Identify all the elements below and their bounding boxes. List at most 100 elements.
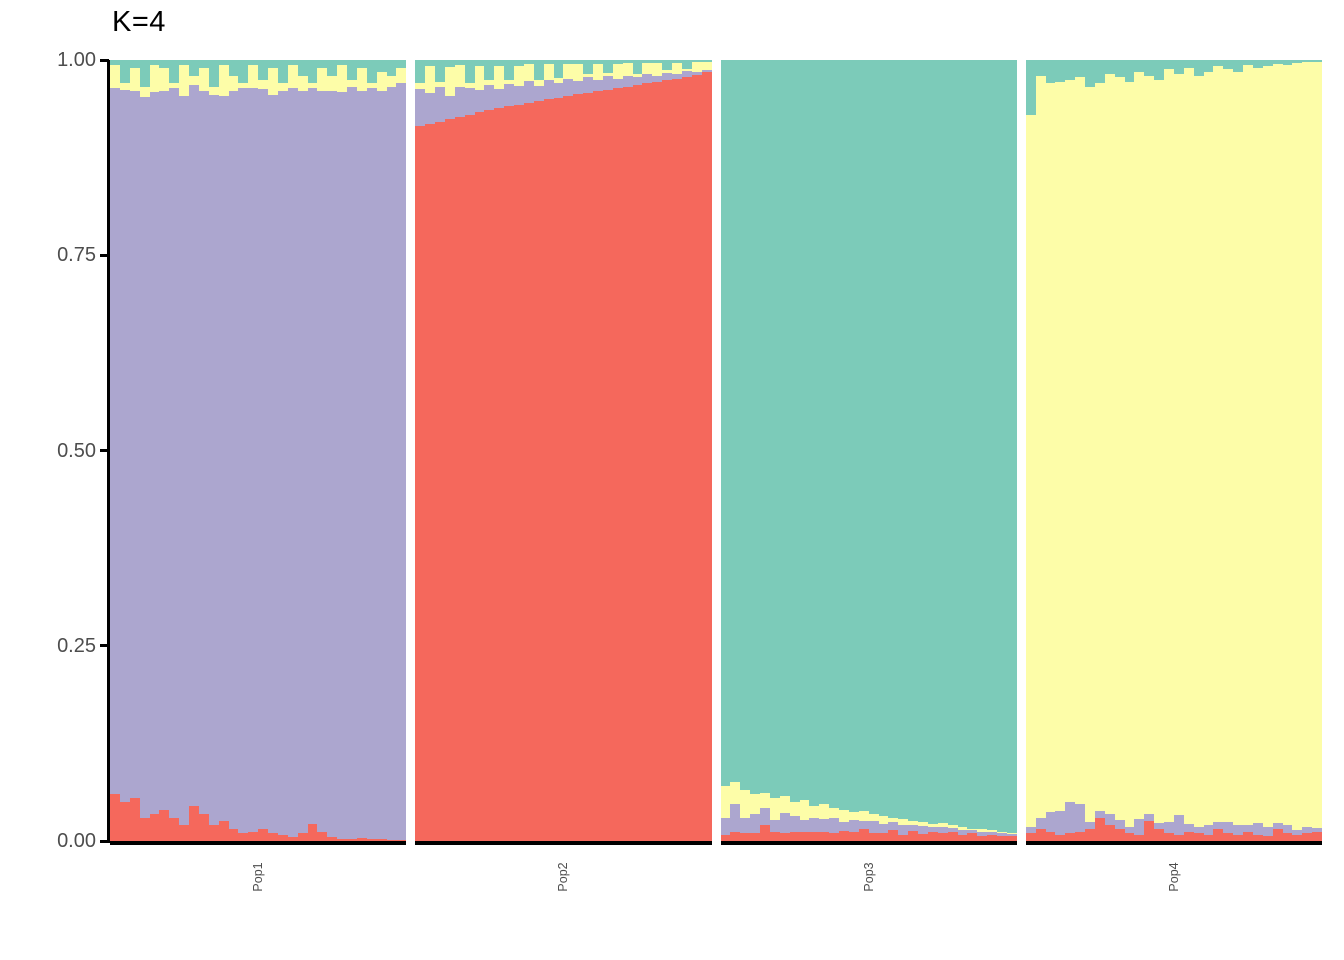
x-axis-line [720,841,1017,845]
segment-purple [494,88,505,108]
segment-teal [356,60,367,68]
y-tick-mark [100,449,109,452]
segment-yellow [937,823,948,827]
individual-bar [523,60,534,841]
segment-purple [642,74,653,84]
individual-bar [967,60,978,841]
segment-teal [839,60,849,810]
segment-teal [1292,60,1303,64]
individual-bar [652,60,663,841]
segment-purple [169,88,180,818]
segment-yellow [317,67,328,92]
segment-purple [848,819,859,832]
segment-purple [337,92,347,839]
segment-red [1006,835,1017,841]
segment-yellow [444,67,455,96]
segment-yellow [799,800,810,820]
segment-teal [139,60,150,88]
segment-purple [484,85,495,110]
segment-red [484,109,495,841]
y-tick-mark [100,839,109,843]
segment-yellow [652,63,663,76]
segment-teal [652,60,663,64]
segment-teal [997,60,1007,832]
individual-bar [799,60,810,841]
segment-red [317,831,328,841]
segment-red [366,839,377,841]
segment-yellow [208,87,219,96]
segment-yellow [347,79,357,88]
segment-red [957,834,968,841]
segment-teal [927,60,938,824]
segment-purple [1025,826,1036,834]
individual-bar [1094,60,1105,841]
segment-red [662,80,672,841]
segment-yellow [396,67,407,84]
segment-yellow [415,83,426,89]
individual-bar [514,60,524,841]
segment-yellow [228,75,239,92]
segment-red [1094,817,1105,841]
individual-bar [1124,60,1135,841]
segment-red [750,833,760,841]
segment-red [543,99,554,841]
segment-purple [1203,825,1214,835]
segment-purple [789,816,800,832]
segment-yellow [1312,61,1322,828]
segment-teal [1124,60,1135,82]
segment-purple [573,81,584,95]
segment-teal [602,60,613,74]
segment-teal [720,60,731,787]
segment-yellow [848,812,859,820]
plot-area [110,60,1322,845]
individual-bar [307,60,318,841]
segment-purple [1065,801,1076,834]
segment-purple [1243,825,1253,832]
segment-teal [1025,60,1036,115]
segment-yellow [435,81,445,88]
individual-bar [1183,60,1194,841]
individual-bar [848,60,859,841]
segment-red [287,837,298,841]
segment-teal [1154,60,1164,80]
segment-teal [740,60,751,791]
segment-purple [799,819,810,832]
segment-red [593,91,603,841]
individual-bar [415,60,426,841]
segment-red [1035,829,1046,841]
segment-teal [681,60,692,69]
segment-teal [514,60,524,66]
segment-teal [987,60,997,831]
segment-yellow [730,782,741,805]
individual-bar [119,60,130,841]
segment-teal [1173,60,1184,75]
segment-yellow [967,828,978,831]
segment-yellow [189,75,199,85]
segment-yellow [1243,64,1253,826]
segment-red [769,831,780,841]
panel-pop1 [110,60,407,845]
segment-yellow [672,63,682,75]
individual-bar [238,60,249,841]
segment-purple [1312,827,1322,832]
segment-purple [1233,825,1243,835]
segment-purple [1302,826,1313,834]
segment-teal [730,60,741,783]
segment-red [129,798,140,841]
individual-bar [1006,60,1017,841]
segment-red [829,833,839,841]
segment-red [474,112,485,841]
individual-bar [1282,60,1293,841]
individual-bar [297,60,308,841]
segment-red [652,81,663,841]
individual-bar [396,60,407,841]
segment-red [681,77,692,841]
segment-red [198,813,209,841]
segment-teal [1193,60,1204,76]
segment-teal [1035,60,1046,76]
segment-yellow [149,64,160,93]
segment-purple [435,87,445,122]
y-tick-mark [100,253,109,257]
segment-purple [179,95,189,826]
segment-purple [839,821,849,831]
